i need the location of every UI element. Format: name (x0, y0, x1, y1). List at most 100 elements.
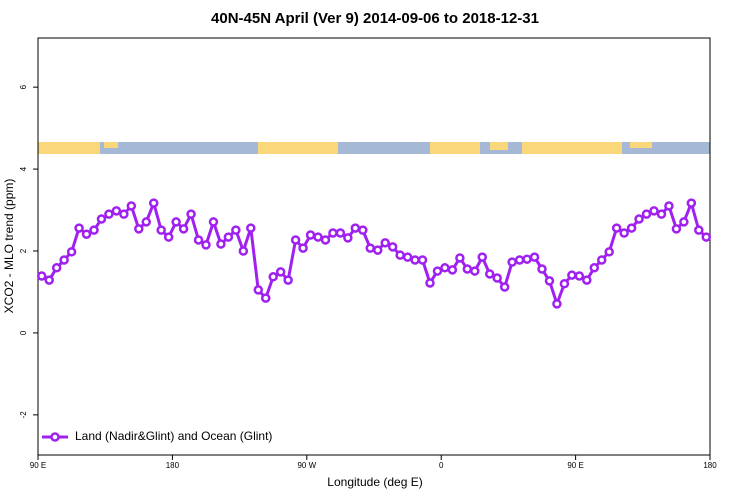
data-point (134, 224, 144, 234)
data-point (582, 275, 592, 285)
data-point (574, 271, 585, 281)
data-point (66, 247, 77, 257)
data-point (596, 255, 607, 265)
data-point (552, 299, 562, 309)
data-point (626, 223, 637, 233)
data-point (387, 242, 398, 252)
data-point (701, 232, 712, 242)
data-point (231, 225, 241, 235)
data-point (395, 250, 405, 260)
y-tick-label: 2 (19, 248, 28, 253)
data-point (559, 279, 570, 289)
data-point (111, 206, 122, 216)
legend-label: Land (Nadir&Glint) and Ocean (Glint) (75, 429, 272, 443)
data-point (417, 255, 428, 265)
chart-title: 40N-45N April (Ver 9) 2014-09-06 to 2018… (211, 10, 539, 27)
data-point (358, 225, 368, 235)
data-point (238, 246, 249, 256)
data-point (59, 255, 69, 265)
data-point (447, 265, 458, 275)
data-point (589, 263, 600, 273)
data-point (208, 217, 219, 227)
data-point (74, 223, 84, 233)
data-point (156, 225, 166, 235)
data-point (686, 198, 697, 208)
data-point (537, 264, 547, 274)
data-point (328, 228, 338, 238)
data-point (514, 255, 525, 265)
data-point (634, 214, 644, 224)
y-axis-label: XCO2 - MLO trend (ppm) (2, 179, 16, 314)
data-point (484, 269, 495, 279)
y-tick-label: 4 (19, 166, 28, 171)
data-point (641, 209, 652, 219)
data-point (260, 293, 271, 303)
data-point (477, 252, 488, 262)
data-point (499, 282, 510, 292)
data-point (343, 233, 353, 243)
data-point (223, 232, 234, 242)
data-point (81, 229, 92, 239)
data-point (402, 252, 413, 262)
data-point (44, 275, 54, 285)
data-point (305, 230, 316, 240)
x-tick-label: 180 (703, 461, 717, 470)
data-point (664, 201, 674, 211)
x-tick-label: 90 E (30, 461, 46, 470)
data-point (425, 278, 435, 288)
data-point (51, 263, 62, 273)
data-point (253, 285, 264, 295)
data-point (96, 214, 107, 224)
data-point (89, 225, 99, 235)
data-point (201, 240, 211, 250)
data-point (649, 206, 659, 216)
data-point (522, 254, 532, 264)
data-point (193, 235, 204, 245)
data-point (298, 243, 308, 253)
data-point (335, 228, 346, 238)
plot-frame (37, 37, 711, 456)
data-point (216, 239, 226, 249)
data-point (679, 217, 689, 227)
data-point (268, 272, 278, 282)
data-point (313, 232, 323, 242)
data-point (671, 224, 682, 234)
data-point (104, 209, 114, 219)
data-point (320, 235, 331, 245)
x-tick-label: 90 W (297, 461, 316, 470)
land-ocean-strip (38, 142, 710, 154)
data-point (611, 223, 622, 233)
y-tick-label: -2 (19, 411, 28, 419)
y-tick-label: 0 (19, 330, 28, 335)
data-point (694, 225, 704, 235)
data-point (365, 243, 376, 253)
data-point (36, 271, 47, 281)
data-point (380, 238, 390, 248)
data-point (492, 273, 502, 283)
x-tick-label: 180 (166, 461, 180, 470)
data-point (567, 270, 577, 280)
data-point (619, 228, 629, 238)
data-point (119, 209, 129, 219)
data-point (410, 255, 420, 265)
data-point (604, 247, 614, 257)
data-point (290, 235, 301, 245)
data-point (529, 252, 540, 262)
x-axis-label: Longitude (deg E) (327, 475, 422, 489)
data-point (148, 198, 159, 208)
data-point (126, 201, 137, 211)
data-point (507, 257, 517, 267)
data-point (246, 223, 256, 233)
data-point (455, 253, 465, 263)
data-point (462, 264, 473, 274)
data-point (275, 267, 286, 277)
data-point (432, 266, 443, 276)
x-tick-label: 90 E (567, 461, 583, 470)
data-point (178, 224, 189, 234)
data-point (163, 232, 174, 242)
data-point (141, 217, 152, 227)
data-point (656, 209, 667, 219)
y-tick-label: 6 (19, 84, 28, 89)
legend-marker (50, 432, 60, 442)
